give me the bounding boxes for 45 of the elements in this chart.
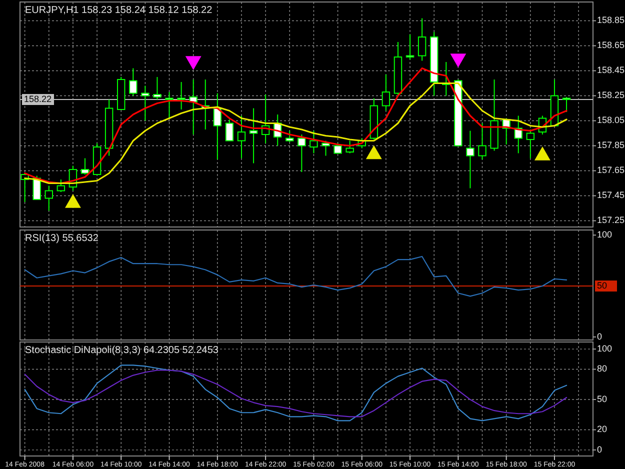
candlestick [56,179,66,192]
y-tick-label: 157.45 [597,190,625,200]
candlestick [141,85,150,122]
candlestick [225,119,234,142]
candlestick [237,115,246,159]
y-tick-label: 158.85 [597,15,625,26]
y-tick-label: 50 [597,394,608,404]
y-tick-label: 100 [597,229,612,240]
candlestick [478,122,486,160]
candlestick [562,96,571,112]
candlestick [165,92,174,119]
candlestick [129,68,138,96]
candlestick [382,74,390,112]
line-series [24,256,568,297]
y-tick-label: 0 [597,331,602,342]
candlestick [177,82,186,110]
candlestick [32,175,41,200]
candlestick [346,140,354,154]
candlestick [298,134,306,172]
y-tick-label: 0 [597,444,602,454]
chart-title: Stochastic DiNapoli(8,3,3) 64.2305 52.2453 [25,345,219,356]
candlestick [249,108,258,164]
candlestick [418,18,426,62]
candlestick [466,130,474,189]
candlestick [286,130,294,142]
candlestick [80,158,90,175]
y-tick-label: 157.25 [597,215,625,226]
y-tick-label: 158.25 [597,90,625,100]
y-tick-label: 80 [597,364,608,374]
y-tick-label: 158.65 [597,40,625,50]
y-tick-label: 158.45 [597,65,625,76]
candlestick [153,76,162,100]
chart-title: RSI(13) 55.6532 [25,233,99,244]
y-tick-label: 158.05 [597,115,625,126]
candlestick [44,185,53,212]
candlestick [526,129,535,159]
candlestick [322,140,330,156]
y-tick-label: 157.85 [597,140,625,150]
y-tick-label: 20 [597,424,608,434]
candlestick [310,130,318,154]
y-tick-label: 157.65 [597,165,625,176]
chart-title: EURJPY,H1 158.23 158.24 158.12 158.22 [25,5,213,16]
y-tick-label: 100 [597,343,612,354]
candlestick [406,34,414,60]
ref-line-label: 158.22 [24,94,52,104]
